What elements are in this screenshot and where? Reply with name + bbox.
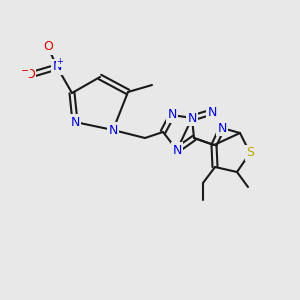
- Text: N: N: [187, 112, 197, 124]
- Text: N: N: [108, 124, 118, 136]
- Text: −: −: [21, 66, 29, 76]
- Text: N: N: [172, 143, 182, 157]
- Text: N: N: [217, 122, 227, 134]
- Text: O: O: [43, 40, 53, 53]
- Text: N: N: [52, 61, 62, 74]
- Text: S: S: [246, 146, 254, 160]
- Text: N: N: [70, 116, 80, 128]
- Text: N: N: [207, 106, 217, 118]
- Text: O: O: [25, 68, 35, 82]
- Text: N: N: [167, 109, 177, 122]
- Text: +: +: [57, 58, 63, 67]
